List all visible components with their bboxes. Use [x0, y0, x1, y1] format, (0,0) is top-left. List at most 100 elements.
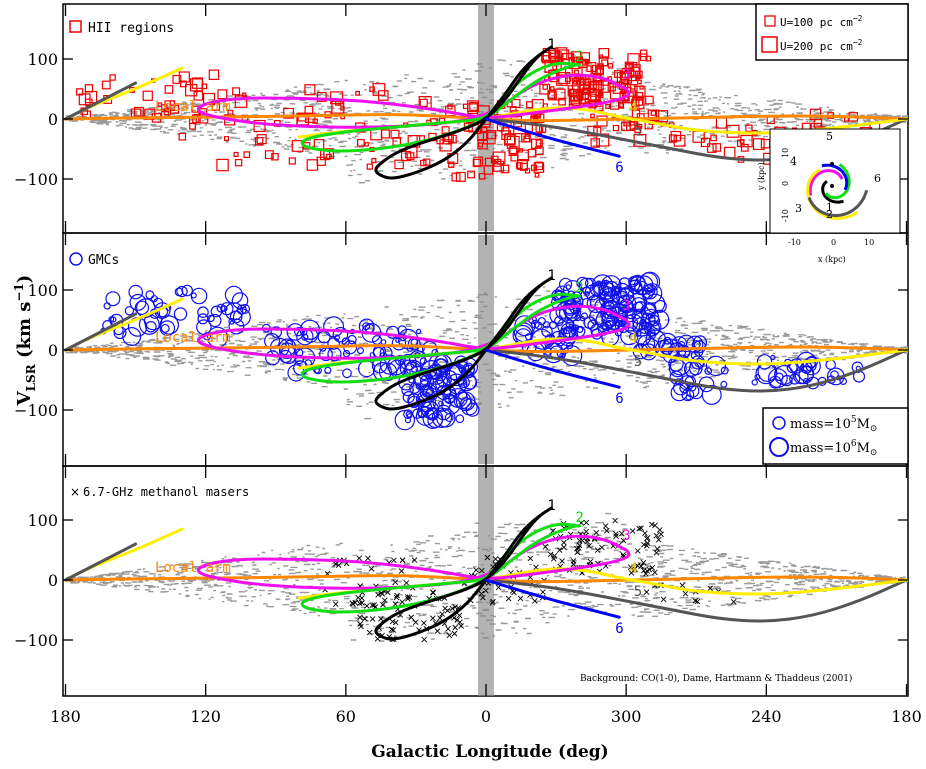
hii-region-marker [712, 143, 722, 152]
arm-number-label: 4 [629, 100, 637, 116]
gmc-marker [216, 303, 226, 313]
gmc-marker [839, 377, 848, 386]
maser-marker [583, 519, 590, 526]
gmc-marker [224, 285, 243, 304]
gmc-marker [649, 309, 670, 330]
hii-region-marker [481, 126, 488, 134]
hii-region-marker [419, 98, 428, 108]
hii-region-marker [157, 102, 163, 108]
hii-region-marker [330, 91, 344, 105]
x-tick-label: 180 [891, 707, 922, 726]
x-tick-label: 60 [336, 707, 356, 726]
maser-marker [404, 594, 411, 600]
maser-marker [620, 551, 626, 558]
maser-marker [638, 525, 644, 532]
gmc-marker [770, 354, 776, 361]
maser-marker [646, 566, 653, 573]
maser-marker [368, 566, 375, 572]
gmc-marker [622, 303, 630, 310]
maser-marker [332, 560, 339, 567]
arm-curve-outer-arm-dark-4th-quadrant- [64, 542, 138, 582]
x-tick-label: 120 [190, 707, 221, 726]
gmc-size-label-small: mass=105M⊙ [790, 415, 877, 434]
maser-marker [640, 559, 647, 566]
hii-region-marker [84, 90, 98, 104]
maser-marker [392, 579, 399, 586]
hii-region-marker [448, 161, 455, 168]
maser-marker [579, 537, 586, 544]
maser-marker [473, 567, 479, 573]
gmc-marker [701, 384, 722, 405]
inset-tick-y-10: 10 [781, 148, 790, 158]
hii-region-marker [169, 104, 180, 114]
hii-region-marker [619, 70, 630, 81]
gmc-marker [358, 360, 376, 378]
arm-curve-3 [196, 304, 631, 360]
gmc-marker [457, 361, 470, 373]
hii-region-marker [578, 89, 590, 100]
hii-region-marker [101, 80, 111, 90]
hii-region-marker [639, 53, 648, 62]
hii-size-label-large: U=200 pc cm−2 [780, 38, 863, 53]
hii-region-marker [357, 139, 365, 147]
gmc-marker [584, 277, 596, 289]
maser-marker [412, 619, 419, 626]
arm-curve-5 [484, 348, 908, 393]
hii-region-marker [254, 137, 264, 146]
hii-region-marker [524, 134, 530, 140]
hii-region-marker [224, 136, 230, 142]
gmc-marker [648, 314, 660, 327]
x-axis-title: Galactic Longitude (deg) [371, 742, 608, 762]
hii-region-marker [371, 158, 377, 164]
maser-marker [403, 580, 410, 586]
hii-region-marker [178, 132, 187, 141]
gmc-marker [220, 302, 234, 316]
arm-number-label: 3 [622, 528, 630, 544]
maser-marker [356, 600, 363, 607]
maser-marker [439, 611, 446, 617]
hii-region-marker [503, 134, 516, 146]
y-tick-label: 0 [48, 110, 58, 129]
maser-marker [652, 569, 658, 576]
maser-marker [649, 521, 655, 528]
hii-region-marker [232, 87, 241, 96]
gmc-marker [159, 320, 176, 336]
gmc-marker [150, 295, 158, 303]
hii-size-legend: U=100 pc cm−2 U=200 pc cm−2 [755, 3, 909, 61]
maser-marker [613, 533, 619, 539]
hii-region-marker [264, 150, 274, 160]
y-tick-label: 100 [27, 50, 58, 69]
hii-region-marker [655, 110, 669, 123]
gmc-marker [403, 409, 413, 420]
gmc-marker [197, 306, 209, 318]
gmc-marker [646, 328, 656, 338]
hii-region-marker [216, 158, 229, 172]
maser-marker [570, 558, 577, 564]
gmc-marker [720, 366, 729, 375]
hii-region-marker [548, 49, 560, 62]
hii-region-marker [142, 90, 153, 101]
gmc-marker [421, 359, 442, 380]
maser-marker [517, 595, 524, 602]
maser-marker [430, 589, 436, 596]
maser-marker [561, 539, 567, 546]
maser-marker [682, 590, 689, 597]
maser-marker [649, 564, 656, 571]
arm-curve-3 [196, 73, 631, 129]
hii-region-marker [591, 64, 602, 75]
hii-region-marker [539, 83, 551, 95]
maser-marker [393, 594, 400, 601]
arm-curve-1 [374, 45, 553, 180]
maser-marker [445, 625, 451, 632]
maser-marker [454, 617, 461, 623]
y-tick-label: 0 [48, 571, 58, 590]
maser-marker [629, 528, 636, 534]
hii-region-marker [369, 86, 375, 93]
gmc-marker [598, 286, 616, 303]
hii-region-marker [256, 134, 267, 145]
gmc-marker [514, 315, 536, 337]
local-arm-label: Local arm [155, 330, 231, 346]
gmc-marker [324, 366, 332, 374]
maser-marker [359, 600, 365, 606]
hii-region-marker [598, 56, 609, 67]
